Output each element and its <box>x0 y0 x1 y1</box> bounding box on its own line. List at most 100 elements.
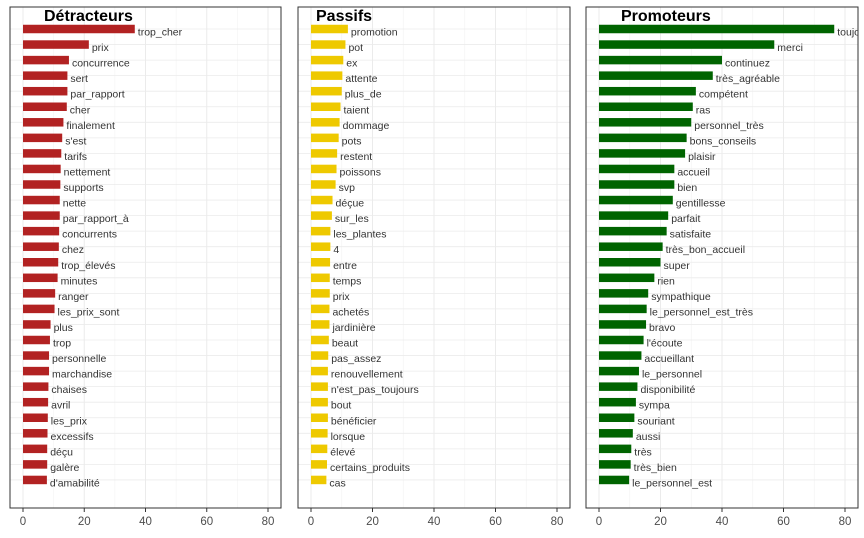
bar <box>311 397 328 407</box>
bar-label: achetés <box>332 306 369 318</box>
bar <box>311 304 330 314</box>
bar-label: marchandise <box>52 369 112 381</box>
x-tick-label: 80 <box>551 516 564 528</box>
bar <box>311 195 333 205</box>
bar <box>23 242 59 251</box>
bar <box>23 24 135 34</box>
bar-label: prix <box>333 291 351 303</box>
x-tick-label: 60 <box>200 516 213 528</box>
x-tick-label: 40 <box>139 516 152 528</box>
bar <box>599 382 638 391</box>
bar <box>311 242 331 251</box>
bar-label: promotion <box>351 27 398 39</box>
bar <box>599 320 647 329</box>
bar-label: merci <box>777 42 803 54</box>
bar <box>23 460 48 469</box>
bar <box>599 366 639 376</box>
bar-label: plus_de <box>345 89 382 101</box>
bar <box>311 258 331 267</box>
bar-label: très_bien <box>634 462 677 474</box>
bar <box>23 475 47 485</box>
x-tick-label: 60 <box>777 516 790 528</box>
bar-label: renouvellement <box>331 369 403 381</box>
bar-label: supports <box>63 182 103 194</box>
bar <box>311 118 340 127</box>
bar <box>23 397 49 407</box>
bar-label: gentillesse <box>676 198 726 210</box>
x-tick-label: 0 <box>20 516 26 528</box>
bar <box>23 86 68 96</box>
x-tick-label: 0 <box>308 516 314 528</box>
bar-label: déçue <box>336 198 365 210</box>
bar <box>599 24 835 34</box>
bar-label: lorsque <box>331 431 366 443</box>
bar-label: chez <box>62 244 84 256</box>
bar-label: personnel_très <box>694 120 763 132</box>
bar <box>23 335 50 345</box>
bar <box>23 258 59 267</box>
bar <box>23 444 48 454</box>
bar-label: pas_assez <box>331 353 381 365</box>
bar <box>599 195 673 205</box>
x-tick-label: 20 <box>78 516 91 528</box>
bar <box>599 211 669 220</box>
bar-label: poissons <box>340 166 381 178</box>
bar <box>23 71 68 80</box>
x-tick-label: 40 <box>428 516 441 528</box>
bar-label: super <box>664 260 691 272</box>
bar-label: trop <box>53 338 71 350</box>
bar-label: pot <box>348 42 363 54</box>
bar <box>311 382 328 391</box>
bar <box>23 211 60 220</box>
bar <box>599 413 635 422</box>
bar <box>311 55 344 65</box>
bar-label: bien <box>677 182 697 194</box>
bar <box>23 366 50 376</box>
bar <box>23 164 61 174</box>
bar-label: toujours <box>837 27 864 39</box>
bar <box>599 304 647 314</box>
bar-label: l'écoute <box>647 338 683 350</box>
bar <box>311 40 346 49</box>
bar-label: dommage <box>343 120 390 132</box>
bar-label: svp <box>339 182 356 194</box>
x-tick-label: 80 <box>262 516 275 528</box>
bar-label: ras <box>696 104 711 116</box>
bar <box>311 211 332 220</box>
bar <box>23 133 63 143</box>
bar <box>23 55 69 65</box>
bar <box>311 444 328 454</box>
bar-label: tarifs <box>64 151 87 163</box>
bar-label: avril <box>51 400 70 412</box>
bar <box>311 24 348 34</box>
bar-label: très_bon_accueil <box>666 244 745 256</box>
bar-label: par_rapport <box>70 89 124 101</box>
bar-label: très_agréable <box>716 73 780 85</box>
bar-label: ex <box>346 58 358 70</box>
bar-label: minutes <box>61 275 98 287</box>
bar-label: certains_produits <box>330 462 410 474</box>
bar <box>23 304 55 314</box>
bar-label: cher <box>70 104 91 116</box>
bar-label: le_personnel_est <box>632 477 712 489</box>
bar-label: d'amabilité <box>50 477 100 489</box>
bar <box>599 258 661 267</box>
bar <box>311 366 328 376</box>
bar-label: disponibilité <box>640 384 695 396</box>
x-tick-label: 40 <box>716 516 729 528</box>
bar-label: trop_élevés <box>61 260 115 272</box>
bar <box>311 273 330 283</box>
bar-label: s'est <box>65 135 86 147</box>
bar <box>599 460 631 469</box>
bar-label: déçu <box>50 446 73 458</box>
bar-label: le_personnel_est_très <box>650 306 753 318</box>
bar-label: personnelle <box>52 353 106 365</box>
bar <box>23 195 60 205</box>
bar <box>311 475 327 485</box>
bar <box>599 102 693 111</box>
bar-label: attente <box>345 73 377 85</box>
bar-label: par_rapport_à <box>63 213 129 225</box>
bar <box>23 180 61 189</box>
